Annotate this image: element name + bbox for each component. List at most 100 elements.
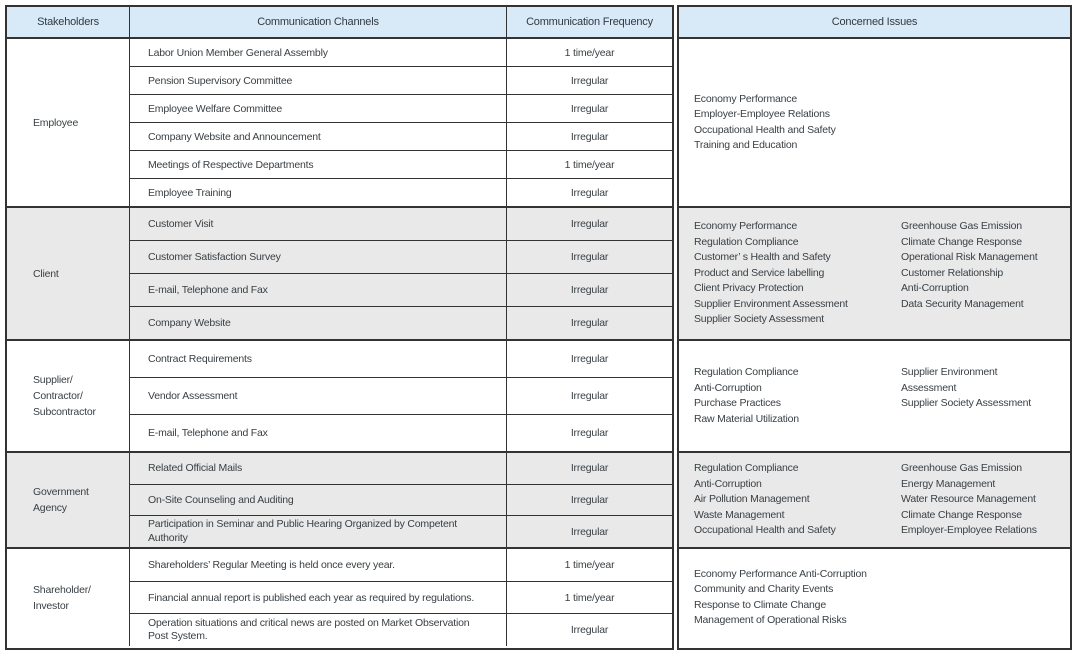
issue-item: Supplier Environment <box>901 366 998 378</box>
channel-cell: Company Website <box>130 307 507 339</box>
table-row: Company Website Irregular <box>130 306 672 339</box>
issue-item: Regulation Compliance <box>694 235 799 248</box>
stakeholder-cell: Supplier/ Contractor/ Subcontractor <box>7 341 130 451</box>
issue-item: Raw Material Utilization <box>694 412 799 425</box>
issue-item: Greenhouse Gas Emission <box>901 220 1022 233</box>
issue-item: Customer Relationship <box>901 266 1004 279</box>
band-government: Government Agency Related Official Mails… <box>7 451 672 548</box>
table-row: On-Site Counseling and Auditing Irregula… <box>130 483 672 516</box>
issue-item: Regulation Compliance <box>694 462 799 475</box>
rows-supplier: Contract Requirements Irregular Vendor A… <box>130 341 672 451</box>
table-row: Customer Satisfaction Survey Irregular <box>130 240 672 273</box>
issues-cell-government: Regulation Compliance Anti-Corruption Ai… <box>679 451 1070 547</box>
issue-item: Employer-Employee Relations <box>901 524 1037 537</box>
stakeholder-cell: Shareholder/ Investor <box>7 549 130 646</box>
band-supplier: Supplier/ Contractor/ Subcontractor Cont… <box>7 339 672 451</box>
main-table: Stakeholders Communication Channels Comm… <box>5 5 674 650</box>
main-table-header-row: Stakeholders Communication Channels Comm… <box>7 7 672 39</box>
issue-item: Climate Change Response <box>901 508 1022 521</box>
issue-item: Product and Service labelling <box>694 266 825 279</box>
channel-cell: E-mail, Telephone and Fax <box>130 274 507 306</box>
table-row: Vendor Assessment Irregular <box>130 377 672 414</box>
frequency-cell: Irregular <box>570 74 609 87</box>
issue-item: Assessment <box>901 381 957 394</box>
stakeholder-label: Contractor/ <box>33 390 83 402</box>
issue-item: Training and Education <box>694 139 798 151</box>
table-row: Company Website and Announcement Irregul… <box>130 122 672 150</box>
header-stakeholders: Stakeholders <box>7 7 130 37</box>
channel-cell: Contract Requirements <box>130 341 507 377</box>
frequency-cell: Irregular <box>570 624 609 637</box>
stakeholder-label: Subcontractor <box>33 406 96 418</box>
issue-item: Air Pollution Management <box>694 493 810 506</box>
band-shareholder: Shareholder/ Investor Shareholders’ Regu… <box>7 547 672 647</box>
frequency-cell: Irregular <box>570 284 609 296</box>
stakeholder-label: Supplier/ <box>33 374 73 386</box>
table-row: Labor Union Member General Assembly 1 ti… <box>130 39 672 66</box>
issue-item: Supplier Environment Assessment <box>694 297 848 310</box>
rows-employee: Labor Union Member General Assembly 1 ti… <box>130 39 672 206</box>
frequency-cell: Irregular <box>570 251 609 263</box>
table-row: Participation in Seminar and Public Hear… <box>130 515 672 548</box>
table-row: Financial annual report is published eac… <box>130 580 672 614</box>
issue-item: Client Privacy Protection <box>694 282 804 295</box>
issue-item: Occupational Health and Safety <box>694 524 836 537</box>
frequency-cell: Irregular <box>570 390 609 402</box>
frequency-cell: Irregular <box>570 130 609 143</box>
frequency-cell: Irregular <box>570 525 609 538</box>
table-row: Employee Training Irregular <box>130 178 672 206</box>
frequency-cell: Irregular <box>570 186 609 199</box>
stakeholder-label: Investor <box>33 599 69 612</box>
frequency-cell: Irregular <box>570 462 609 475</box>
issue-item: Operational Risk Management <box>901 251 1038 264</box>
header-communication-frequency: Communication Frequency <box>526 16 653 28</box>
table-row: Operation situations and critical news a… <box>130 613 672 647</box>
issue-item: Anti-Corruption <box>694 381 762 394</box>
stakeholder-label: Agency <box>33 502 67 514</box>
header-communication-channels: Communication Channels <box>130 7 507 37</box>
table-row: Customer Visit Irregular <box>130 208 672 240</box>
issue-item: Management of Operational Risks <box>694 614 847 626</box>
frequency-cell: Irregular <box>570 353 609 365</box>
issue-item: Data Security Management <box>901 297 1024 310</box>
channel-cell: Vendor Assessment <box>130 378 507 414</box>
issue-item: Climate Change Response <box>901 235 1022 248</box>
channel-cell: Employee Training <box>130 179 507 206</box>
frequency-cell: Irregular <box>570 494 609 506</box>
issue-item: Greenhouse Gas Emission <box>901 462 1022 475</box>
channel-cell: Financial annual report is published eac… <box>130 581 507 614</box>
stakeholder-cell: Employee <box>7 39 130 206</box>
band-employee: Employee Labor Union Member General Asse… <box>7 39 672 206</box>
issues-cell-supplier: Regulation Compliance Anti-Corruption Pu… <box>679 339 1070 451</box>
channel-cell: Employee Welfare Committee <box>130 95 507 122</box>
issue-item: Economy Performance <box>694 92 797 105</box>
issue-item: Occupational Health and Safety <box>694 123 836 136</box>
channel-cell: E-mail, Telephone and Fax <box>130 415 507 451</box>
issue-item: Employer-Employee Relations <box>694 108 830 120</box>
issue-item: Anti-Corruption <box>901 282 969 295</box>
issue-item: Waste Management <box>694 508 785 521</box>
rows-government: Related Official Mails Irregular On-Site… <box>130 453 672 548</box>
issue-item: Regulation Compliance <box>694 366 799 378</box>
table-row: Employee Welfare Committee Irregular <box>130 94 672 122</box>
rows-client: Customer Visit Irregular Customer Satisf… <box>130 208 672 339</box>
stakeholder-label: Shareholder/ <box>33 583 91 596</box>
table-row: E-mail, Telephone and Fax Irregular <box>130 414 672 451</box>
issue-item: Supplier Society Assessment <box>901 397 1031 409</box>
frequency-cell: 1 time/year <box>564 46 615 59</box>
channel-cell: Meetings of Respective Departments <box>130 151 507 178</box>
issue-item: Economy Performance Anti-Corruption <box>694 567 867 580</box>
channel-cell: Related Official Mails <box>130 453 507 484</box>
header-concerned-issues: Concerned Issues <box>831 16 918 28</box>
frequency-cell: 1 time/year <box>564 158 615 171</box>
stakeholder-label: Client <box>33 267 59 280</box>
issue-item: Customer’ s Health and Safety <box>694 251 831 264</box>
channel-cell: Shareholders’ Regular Meeting is held on… <box>130 549 507 581</box>
stakeholder-cell: Government Agency <box>7 453 130 547</box>
stakeholder-label: Government <box>33 486 89 498</box>
issue-item: Purchase Practices <box>694 397 781 409</box>
channel-cell: Company Website and Announcement <box>130 123 507 150</box>
frequency-cell: Irregular <box>570 427 609 439</box>
frequency-cell: 1 time/year <box>564 558 615 571</box>
